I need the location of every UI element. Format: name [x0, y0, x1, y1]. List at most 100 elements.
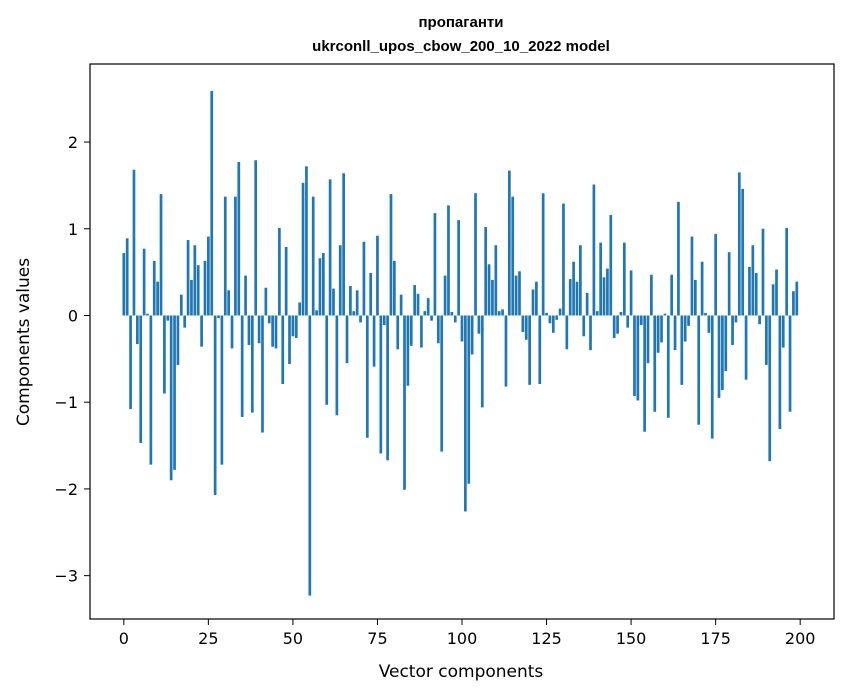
x-tick-label: 150: [616, 629, 647, 648]
bar: [524, 315, 528, 340]
bar: [480, 315, 484, 408]
x-tick-label: 175: [700, 629, 731, 648]
bar: [460, 315, 464, 342]
bar: [234, 196, 237, 316]
bar: [318, 258, 322, 316]
bar: [616, 315, 619, 334]
bar: [737, 172, 741, 316]
bar: [653, 315, 657, 412]
bar: [244, 275, 247, 316]
bar: [792, 291, 795, 316]
bar: [643, 315, 646, 432]
bar: [683, 315, 687, 342]
bar: [298, 302, 302, 316]
bar: [169, 315, 173, 481]
bar: [369, 272, 373, 316]
bar: [693, 279, 697, 316]
chart-title-line-1: пропаганти: [418, 14, 503, 31]
bar: [362, 241, 366, 316]
bar: [379, 315, 383, 454]
y-tick-label: 2: [68, 133, 78, 152]
bar: [190, 279, 193, 316]
bar: [491, 279, 494, 316]
bar: [687, 315, 690, 326]
bar: [288, 315, 291, 365]
bar: [389, 194, 393, 316]
bar: [213, 315, 217, 495]
bar: [200, 315, 203, 347]
bar: [538, 315, 542, 384]
bar: [775, 269, 778, 316]
bar: [345, 315, 349, 364]
bar: [393, 260, 396, 316]
bar: [562, 203, 565, 316]
y-tick-label: −3: [54, 567, 78, 586]
bar: [294, 315, 298, 339]
bar: [436, 315, 440, 344]
bar: [342, 173, 345, 316]
bar: [521, 315, 525, 332]
bar: [139, 315, 143, 443]
bar: [223, 196, 227, 316]
bar: [240, 315, 244, 417]
bar: [173, 315, 176, 470]
bar: [142, 248, 146, 316]
bar: [352, 311, 356, 316]
bar: [359, 315, 362, 323]
bar: [663, 313, 667, 316]
bar: [771, 284, 775, 316]
bar: [416, 293, 420, 316]
y-tick-label: −1: [54, 393, 78, 412]
bar: [626, 315, 630, 328]
bar: [484, 227, 488, 316]
bar: [707, 315, 711, 333]
bar: [724, 315, 728, 371]
bar: [548, 315, 552, 324]
bar: [457, 220, 460, 316]
bar: [781, 315, 785, 348]
bar: [433, 213, 437, 316]
bar: [710, 315, 714, 439]
bar: [227, 290, 231, 316]
bar: [470, 315, 474, 355]
bar: [464, 315, 467, 512]
chart-title-line-2: ukrconll_upos_cbow_200_10_2022 model: [312, 38, 610, 55]
bar: [129, 315, 132, 410]
bar: [575, 281, 579, 316]
y-tick-label: 0: [68, 306, 78, 325]
bar: [247, 315, 251, 345]
bar: [281, 315, 285, 384]
bar: [531, 289, 535, 316]
bar: [633, 315, 636, 397]
bar: [122, 253, 126, 316]
bar: [267, 315, 271, 324]
bar: [761, 228, 765, 316]
bar: [700, 261, 704, 316]
bar: [612, 315, 616, 339]
x-tick-label: 75: [367, 629, 387, 648]
bar: [176, 315, 180, 365]
bar: [511, 196, 515, 316]
bar: [321, 253, 325, 316]
bar: [758, 315, 761, 325]
y-axis-ticks: −3 −2 −1 0 1 2: [54, 133, 90, 586]
y-axis-label: Components values: [14, 258, 34, 426]
x-tick-label: 200: [785, 629, 816, 648]
bar: [474, 193, 477, 316]
bar: [193, 245, 197, 316]
bar: [660, 315, 663, 343]
bar: [186, 240, 190, 316]
bar: [159, 194, 163, 316]
bar: [748, 266, 751, 316]
bar: [602, 277, 606, 316]
bar: [646, 315, 650, 364]
bar: [453, 315, 457, 323]
bar: [409, 315, 413, 346]
bar: [697, 315, 701, 425]
bar: [650, 274, 653, 316]
bar: [423, 311, 427, 316]
bar: [535, 281, 538, 316]
bar: [568, 279, 572, 316]
